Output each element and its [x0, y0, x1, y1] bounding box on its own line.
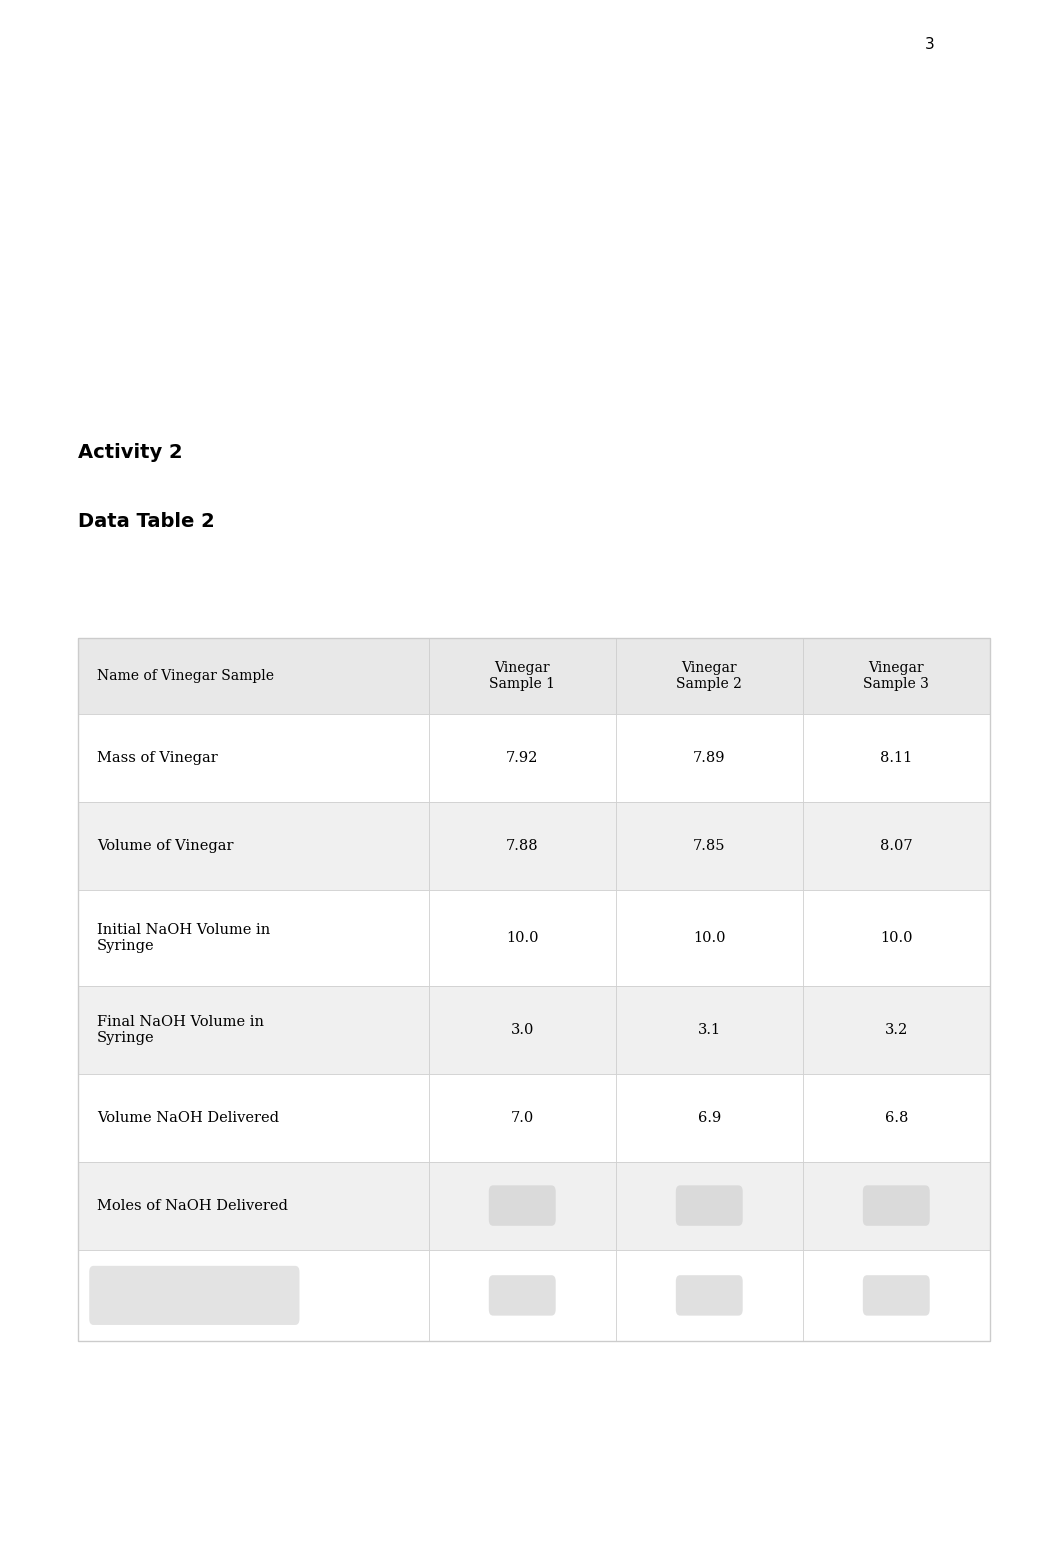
Bar: [803, 1074, 990, 1162]
Text: 6.8: 6.8: [885, 1111, 908, 1125]
Text: Volume NaOH Delivered: Volume NaOH Delivered: [97, 1111, 278, 1125]
Text: Vinegar
Sample 2: Vinegar Sample 2: [676, 661, 742, 691]
Text: Moles of NaOH Delivered: Moles of NaOH Delivered: [97, 1198, 288, 1212]
Bar: [616, 1162, 803, 1249]
Text: 6.9: 6.9: [698, 1111, 721, 1125]
Bar: [616, 1249, 803, 1341]
Bar: [429, 987, 616, 1074]
Text: Mass of Vinegar: Mass of Vinegar: [97, 752, 218, 766]
Text: 10.0: 10.0: [693, 930, 725, 944]
Bar: [78, 1162, 429, 1249]
Bar: [616, 714, 803, 803]
Text: 10.0: 10.0: [506, 930, 538, 944]
Text: 7.89: 7.89: [693, 752, 725, 766]
Bar: [78, 890, 429, 987]
Text: Vinegar
Sample 3: Vinegar Sample 3: [863, 661, 929, 691]
Bar: [429, 1162, 616, 1249]
FancyBboxPatch shape: [489, 1186, 555, 1226]
Text: 8.07: 8.07: [880, 839, 912, 853]
Text: 7.0: 7.0: [511, 1111, 534, 1125]
Bar: [803, 987, 990, 1074]
Text: 3.0: 3.0: [511, 1022, 534, 1036]
FancyBboxPatch shape: [862, 1276, 929, 1316]
FancyBboxPatch shape: [675, 1276, 742, 1316]
Text: 7.85: 7.85: [693, 839, 725, 853]
Bar: [429, 1074, 616, 1162]
Text: Initial NaOH Volume in
Syringe: Initial NaOH Volume in Syringe: [97, 923, 270, 954]
Bar: [429, 1249, 616, 1341]
Bar: [616, 987, 803, 1074]
Text: 8.11: 8.11: [880, 752, 912, 766]
FancyBboxPatch shape: [675, 1186, 742, 1226]
Bar: [803, 890, 990, 987]
Bar: [803, 803, 990, 890]
Bar: [429, 803, 616, 890]
Text: Data Table 2: Data Table 2: [78, 512, 215, 531]
FancyBboxPatch shape: [489, 1276, 555, 1316]
Bar: [429, 890, 616, 987]
Bar: [616, 638, 803, 714]
Bar: [616, 803, 803, 890]
Text: Final NaOH Volume in
Syringe: Final NaOH Volume in Syringe: [97, 1015, 263, 1044]
Bar: [78, 987, 429, 1074]
Text: Vinegar
Sample 1: Vinegar Sample 1: [490, 661, 555, 691]
Bar: [78, 714, 429, 803]
Bar: [803, 1249, 990, 1341]
Bar: [429, 714, 616, 803]
Text: 7.92: 7.92: [507, 752, 538, 766]
Bar: [803, 1162, 990, 1249]
Text: Name of Vinegar Sample: Name of Vinegar Sample: [97, 669, 274, 683]
Text: 3.2: 3.2: [885, 1022, 908, 1036]
Text: 3: 3: [924, 37, 935, 53]
Bar: [429, 638, 616, 714]
Text: Volume of Vinegar: Volume of Vinegar: [97, 839, 234, 853]
FancyBboxPatch shape: [89, 1267, 299, 1326]
Bar: [803, 714, 990, 803]
Text: 7.88: 7.88: [506, 839, 538, 853]
Bar: [78, 803, 429, 890]
FancyBboxPatch shape: [862, 1186, 929, 1226]
Text: Activity 2: Activity 2: [78, 443, 183, 462]
Bar: [78, 1249, 429, 1341]
Bar: [78, 638, 990, 1341]
Bar: [78, 638, 429, 714]
Bar: [803, 638, 990, 714]
Bar: [616, 1074, 803, 1162]
Bar: [78, 1074, 429, 1162]
Text: 10.0: 10.0: [880, 930, 912, 944]
Bar: [616, 890, 803, 987]
Text: 3.1: 3.1: [698, 1022, 721, 1036]
